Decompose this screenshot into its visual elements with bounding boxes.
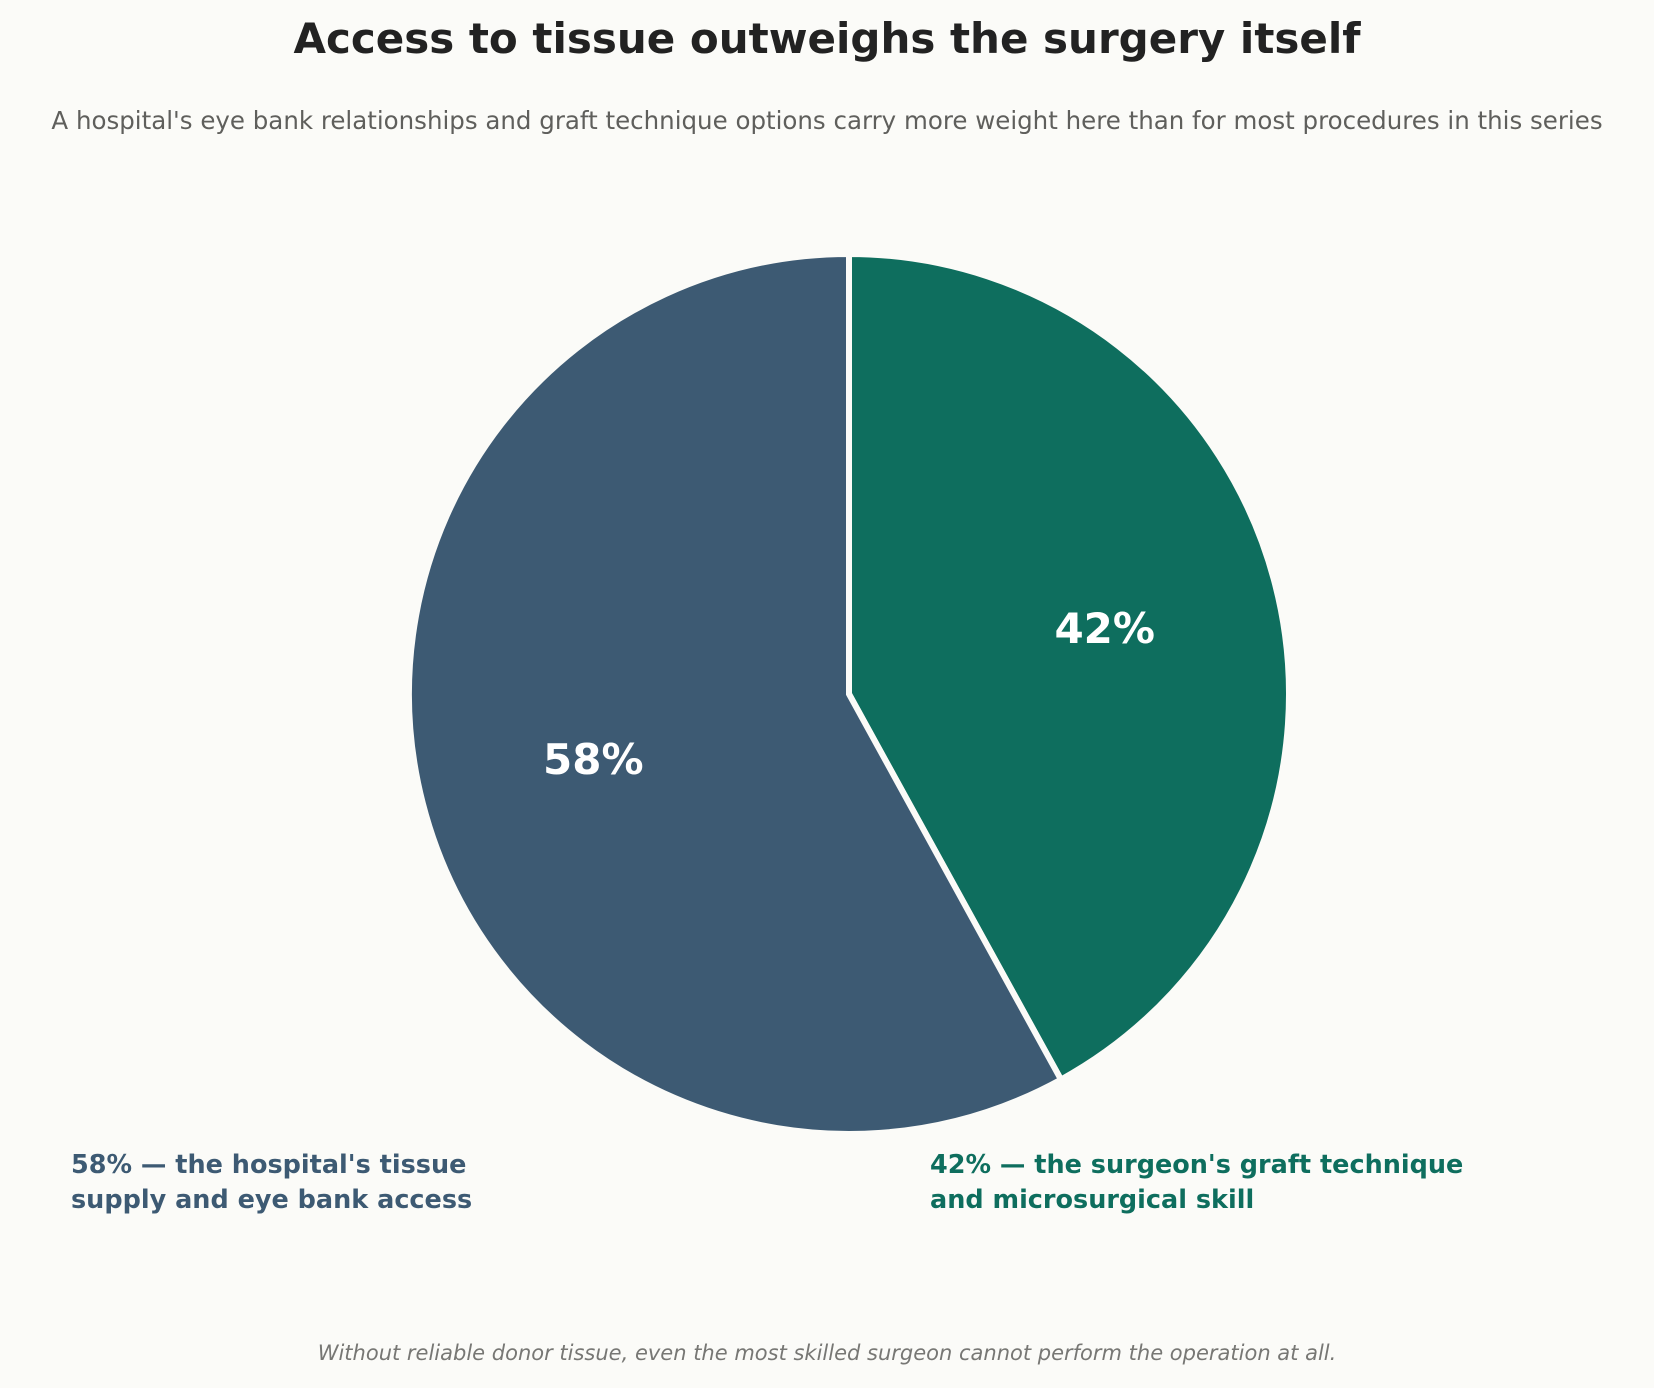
callout-hospital-tissue-line-2: supply and eye bank access (71, 1185, 473, 1215)
pie-slice-42 (846, 250, 1292, 1084)
callout-hospital-tissue: 58% — the hospital's tissue supply and e… (71, 1148, 472, 1218)
chart-footnote: Without reliable donor tissue, even the … (317, 1341, 1337, 1365)
callout-surgeon-technique-line-1: 42% — the surgeon's graft technique (930, 1150, 1464, 1180)
callout-hospital-tissue-line-1: 58% — the hospital's tissue (71, 1150, 467, 1180)
chart-subtitle: A hospital's eye bank relationships and … (51, 106, 1603, 135)
pie-slice-58 (406, 250, 1066, 1137)
callout-surgeon-technique: 42% — the surgeon's graft technique and … (930, 1148, 1463, 1218)
pie-slice-label-42: 42% (1054, 604, 1155, 653)
chart-title: Access to tissue outweighs the surgery i… (293, 14, 1361, 63)
callout-surgeon-technique-line-2: and microsurgical skill (930, 1185, 1255, 1215)
pie-slice-label-58: 58% (543, 735, 644, 784)
pie-slice-labels: 42% 58% (543, 604, 1155, 784)
pie-slices (406, 250, 1292, 1137)
